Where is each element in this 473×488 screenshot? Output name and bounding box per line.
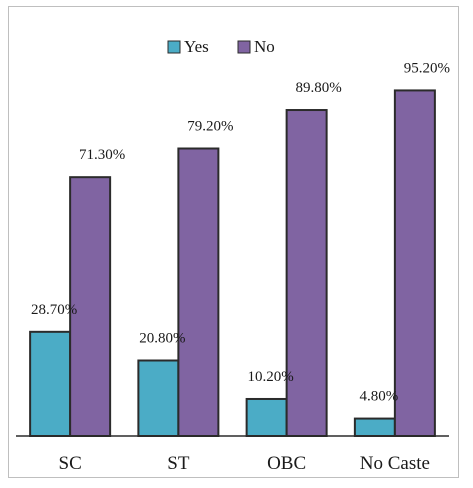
data-label-no-no-caste: 95.20% (404, 60, 450, 76)
legend-label-no: No (254, 37, 275, 56)
data-label-no-st: 79.20% (187, 119, 233, 135)
bar-no-st (177, 147, 220, 437)
bar-yes-no-caste (353, 417, 396, 437)
value-labels: 28.70% 71.30% 20.80% 79.20% 10.20% 89.80% 4.80… (31, 60, 450, 404)
x-tick-label-no-caste: No Caste (360, 453, 430, 474)
data-label-no-obc: 89.80% (296, 80, 342, 96)
data-label-yes-obc: 10.20% (248, 369, 294, 385)
bar-no-no-caste (393, 89, 436, 437)
legend-label-yes: Yes (184, 37, 209, 56)
data-label-no-sc: 71.30% (79, 147, 125, 163)
legend-swatch-no (237, 40, 251, 54)
bar-yes-sc (29, 330, 72, 437)
bars (29, 89, 436, 437)
bar-no-obc (285, 109, 328, 437)
category-labels: SC ST OBC No Caste (59, 453, 430, 474)
bar-no-sc (69, 176, 112, 437)
x-tick-label-st: ST (167, 453, 190, 474)
data-label-yes-no-caste: 4.80% (360, 389, 399, 405)
x-tick-label-sc: SC (59, 453, 82, 474)
x-tick-label-obc: OBC (267, 453, 306, 474)
bar-yes-st (137, 359, 180, 437)
data-label-yes-sc: 28.70% (31, 302, 77, 318)
bar-yes-obc (245, 397, 288, 437)
legend: Yes No (167, 37, 275, 56)
data-label-yes-st: 20.80% (139, 330, 185, 346)
legend-swatch-yes (167, 40, 181, 54)
